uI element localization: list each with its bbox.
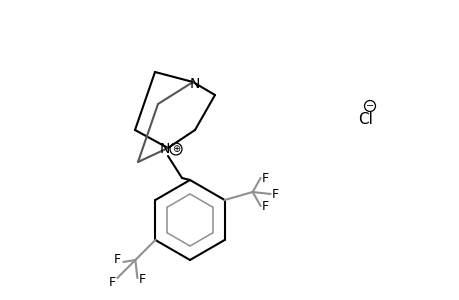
Text: F: F bbox=[262, 200, 269, 212]
Text: F: F bbox=[139, 274, 146, 286]
Text: N: N bbox=[159, 142, 170, 156]
Text: N: N bbox=[190, 77, 200, 91]
Text: F: F bbox=[109, 277, 116, 290]
Text: Cl: Cl bbox=[358, 112, 373, 128]
Text: F: F bbox=[113, 254, 121, 266]
Text: −: − bbox=[365, 101, 373, 111]
Text: F: F bbox=[262, 172, 269, 184]
Text: F: F bbox=[271, 188, 279, 200]
Text: ⊕: ⊕ bbox=[172, 144, 179, 154]
